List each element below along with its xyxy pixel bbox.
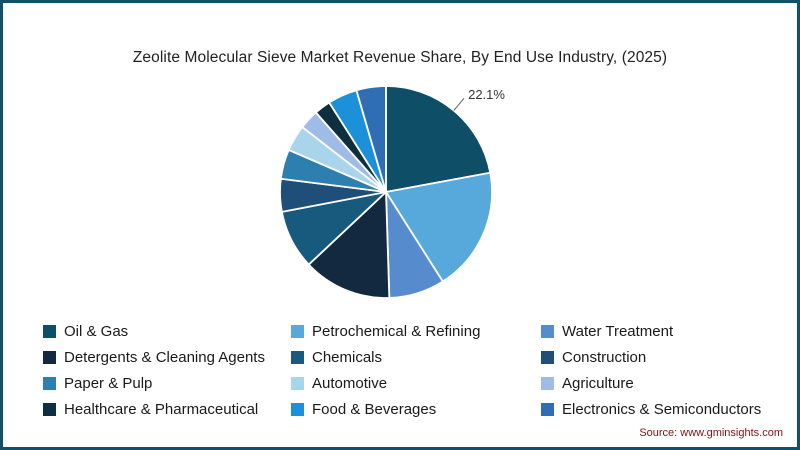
pie-chart: 22.1% <box>279 85 505 299</box>
legend-swatch <box>291 403 304 416</box>
annotation-leader-line <box>453 97 465 111</box>
pie-slice-petrochemical-refining <box>385 171 493 283</box>
legend-swatch <box>43 377 56 390</box>
legend-swatch <box>43 403 56 416</box>
legend-label: Chemicals <box>312 349 383 366</box>
legend-item-automotive: Automotive <box>291 375 541 392</box>
legend-item-healthcare-pharmaceutical: Healthcare & Pharmaceutical <box>43 401 291 418</box>
legend-label: Construction <box>562 349 647 366</box>
legend-item-oil-gas: Oil & Gas <box>43 323 291 340</box>
legend-item-agriculture: Agriculture <box>541 375 785 392</box>
legend-label: Petrochemical & Refining <box>312 323 481 340</box>
legend-item-water-treatment: Water Treatment <box>541 323 785 340</box>
legend-label: Oil & Gas <box>64 323 129 340</box>
legend-item-petrochemical-refining: Petrochemical & Refining <box>291 323 541 340</box>
source-link[interactable]: www.gminsights.com <box>680 427 783 439</box>
legend-label: Water Treatment <box>562 323 674 340</box>
page-title: Zeolite Molecular Sieve Market Revenue S… <box>132 49 668 66</box>
legend-swatch <box>43 325 56 338</box>
legend-item-chemicals: Chemicals <box>291 349 541 366</box>
legend-label: Automotive <box>312 375 388 392</box>
legend-label: Electronics & Semiconductors <box>562 401 762 418</box>
pie-slice-electronics-semiconductors <box>355 85 387 193</box>
legend-label: Paper & Pulp <box>64 375 153 392</box>
legend-label: Detergents & Cleaning Agents <box>64 349 265 366</box>
legend-label: Agriculture <box>562 375 634 392</box>
legend: Oil & Gas Petrochemical & Refining Water T… <box>43 323 785 418</box>
legend-swatch <box>43 351 56 364</box>
source-label: Source: <box>639 427 678 439</box>
legend-swatch <box>541 403 554 416</box>
pie-slice-oil-gas <box>385 85 492 193</box>
legend-item-food-beverages: Food & Beverages <box>291 401 541 418</box>
source-note: Source: www.gminsights.com <box>639 427 783 439</box>
legend-swatch <box>291 377 304 390</box>
legend-swatch <box>541 325 554 338</box>
legend-item-construction: Construction <box>541 349 785 366</box>
legend-swatch <box>541 377 554 390</box>
legend-item-paper-pulp: Paper & Pulp <box>43 375 291 392</box>
legend-swatch <box>291 351 304 364</box>
legend-label: Healthcare & Pharmaceutical <box>64 401 259 418</box>
legend-label: Food & Beverages <box>312 401 437 418</box>
legend-item-detergents-cleaning-agents: Detergents & Cleaning Agents <box>43 349 291 366</box>
legend-item-electronics-semiconductors: Electronics & Semiconductors <box>541 401 785 418</box>
slice-value-label: 22.1% <box>468 87 505 102</box>
legend-swatch <box>541 351 554 364</box>
legend-swatch <box>291 325 304 338</box>
pie-slice-detergents-cleaning-agents <box>307 191 391 299</box>
